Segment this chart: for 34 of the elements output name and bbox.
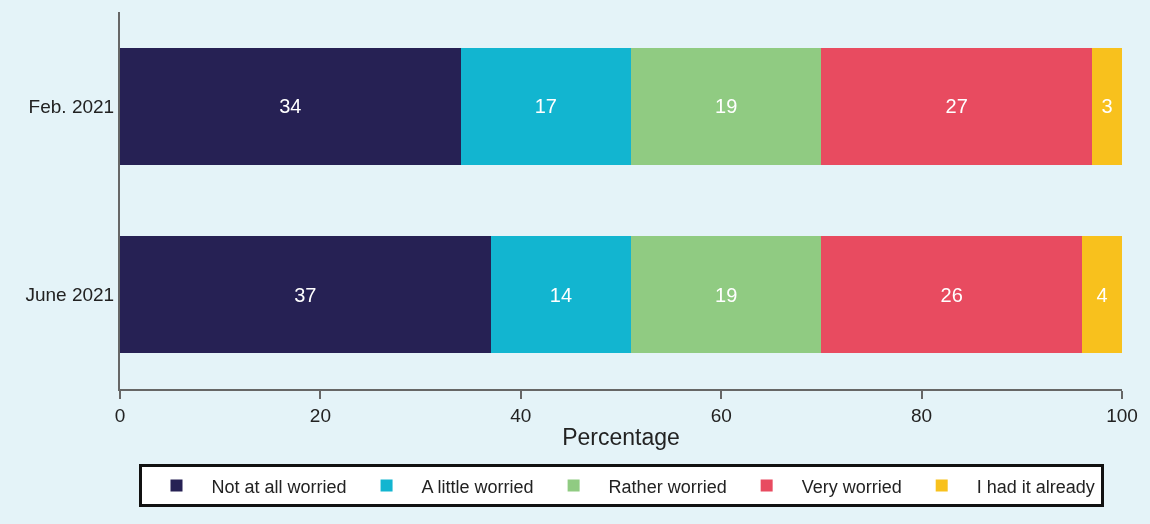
- x-axis-title: Percentage: [562, 423, 680, 450]
- bar: [490, 236, 632, 354]
- y-tick-label: Feb. 2021: [28, 95, 115, 117]
- x-tick-label: 60: [710, 404, 732, 426]
- bar: [631, 47, 822, 165]
- bar: [120, 236, 491, 354]
- y-tick-label: June 2021: [25, 284, 115, 306]
- bar: [821, 236, 1082, 354]
- data-label: 19: [715, 283, 738, 306]
- data-label: 4: [1096, 283, 1108, 306]
- x-tick-label: 20: [309, 404, 331, 426]
- data-label: 14: [549, 283, 573, 306]
- bar: [821, 47, 1092, 165]
- legend-label: I had it already: [976, 476, 1095, 497]
- data-label: 37: [294, 283, 317, 306]
- data-label: 3: [1101, 95, 1113, 118]
- legend-label: Not at all worried: [211, 476, 347, 497]
- data-label: 27: [945, 95, 968, 118]
- legend-label: Rather worried: [608, 476, 727, 497]
- x-tick-label: 40: [510, 404, 532, 426]
- data-label: 34: [279, 95, 302, 118]
- x-tick-label: 0: [114, 404, 126, 426]
- x-tick-label: 100: [1106, 404, 1138, 426]
- legend-label: A little worried: [421, 476, 534, 497]
- bar: [120, 47, 461, 165]
- data-label: 17: [534, 95, 557, 118]
- data-label: 19: [715, 95, 738, 118]
- bar: [1081, 236, 1122, 354]
- bar: [1091, 47, 1122, 165]
- x-tick-label: 80: [911, 404, 933, 426]
- data-label: 26: [940, 283, 963, 306]
- legend-label: Very worried: [801, 476, 902, 497]
- bar: [460, 47, 632, 165]
- bar: [631, 236, 822, 354]
